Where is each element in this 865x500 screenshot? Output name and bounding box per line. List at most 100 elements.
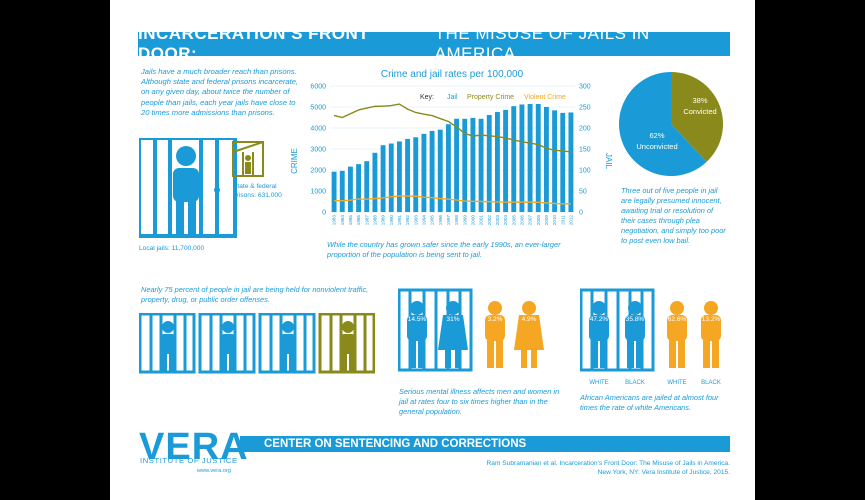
legend-violent-crime: Violent Crime: [524, 94, 566, 101]
citation: Ram Subramanian et al. Incarceration’s F…: [430, 459, 730, 477]
white-jail-icon: [592, 301, 606, 315]
pie-note: Three out of five people in jail are leg…: [621, 186, 726, 245]
legend-key-label: Key:: [420, 94, 434, 101]
x-tick-label: 1997: [446, 215, 451, 226]
x-tick-label: 2001: [479, 215, 484, 226]
nonviolent-note: Nearly 75 percent of people in jail are …: [141, 285, 369, 304]
white-jail-pct: 47.2%: [590, 316, 609, 323]
x-tick-label: 2002: [487, 215, 492, 226]
x-tick-label: 2000: [470, 215, 475, 226]
pie-slice-convicted: [671, 72, 723, 162]
jail-bars: [331, 103, 574, 212]
x-tick-label: 1996: [438, 215, 443, 226]
x-tick-label: 1992: [405, 215, 410, 226]
title-bold: INCARCERATION’S FRONT DOOR:: [138, 24, 370, 63]
jail-bar: [388, 143, 394, 212]
chart-caption: While the country has grown safer since …: [327, 240, 561, 259]
jail-bar: [356, 164, 362, 212]
jail-bar: [347, 166, 353, 212]
jail-bar: [478, 118, 484, 212]
jail-bar: [519, 104, 525, 212]
man-general-icon: [488, 301, 502, 315]
black-jail-pct: 35.8%: [626, 316, 645, 323]
x-tick-label: 1983: [332, 215, 337, 226]
women-general-pct: 4.9%: [522, 316, 537, 323]
jail-bar: [364, 161, 370, 212]
x-tick-label: 1991: [397, 215, 402, 226]
x-tick-label: 1995: [430, 215, 435, 226]
pie-label-unconvicted-pct: 62%: [649, 131, 664, 140]
prison-cell-graphic: [232, 141, 264, 177]
black-general-pct: 13.2%: [702, 316, 721, 323]
jail-bar: [429, 130, 435, 212]
x-tick-label: 1984: [340, 215, 345, 226]
y-tick-label: 3000: [310, 147, 326, 154]
x-tick-label: 1994: [421, 215, 426, 226]
jail-bar: [454, 118, 460, 212]
jail-bar: [405, 138, 411, 212]
pie-slice-unconvicted: [619, 72, 707, 176]
jail-bar: [494, 112, 500, 212]
women-jail-pct: 31%: [446, 316, 459, 323]
jail-bar: [372, 152, 378, 212]
jail-bar: [413, 137, 419, 212]
x-tick-label: 2011: [560, 215, 565, 225]
vera-url[interactable]: www.vera.org: [197, 468, 231, 474]
citation-line-1: Ram Subramanian et al. Incarceration’s F…: [486, 460, 730, 467]
pie-chart: 38% Convicted 62% Unconvicted: [619, 72, 723, 176]
jail-bar: [421, 133, 427, 212]
legend-jail: Jail: [447, 94, 458, 101]
x-tick-label: 2005: [511, 215, 516, 226]
local-jail-cell-graphic: [139, 138, 237, 238]
mental-illness-note: Serious mental illness affects men and w…: [399, 387, 560, 416]
y-tick-label: 4000: [310, 126, 326, 133]
crime-lines: [333, 103, 572, 205]
y2-tick-label: 200: [579, 126, 591, 133]
legend-property-crime: Property Crime: [467, 94, 514, 101]
property-crime-line: [333, 103, 572, 153]
title-rest: THE MISUSE OF JAILS IN AMERICA: [434, 24, 650, 63]
institute-label: INSTITUTE OF JUSTICE: [140, 456, 238, 465]
y2-tick-label: 250: [579, 105, 591, 112]
x-tick-label: 1988: [372, 215, 377, 226]
y2-tick-label: 300: [579, 84, 591, 91]
y-tick-label: 0: [322, 210, 326, 217]
intro-text: Jails have a much broader reach than pri…: [141, 67, 299, 117]
race-graphic: 47.2% 35.8% 62.6% 13.2% WHITE BLACK WHIT…: [580, 288, 721, 386]
black-jail-icon: [628, 301, 642, 315]
y2-tick-label: 0: [579, 210, 583, 217]
x-tick-label: 1998: [454, 215, 459, 226]
jail-bar: [396, 141, 402, 212]
jail-bar: [339, 170, 345, 212]
citation-line-2: New York, NY: Vera Institute of Justice,…: [597, 469, 730, 476]
chart-title: Crime and jail rates per 100,000: [381, 69, 524, 80]
woman-general-icon: [522, 301, 536, 315]
center-name: CENTER ON SENTENCING AND CORRECTIONS: [264, 438, 527, 450]
y-tick-label: 2000: [310, 168, 326, 175]
pie-label-convicted: Convicted: [683, 107, 716, 116]
chart-grid: [330, 85, 575, 213]
jail-cell-icon: [198, 313, 256, 374]
legend-box: [418, 88, 578, 104]
woman-in-jail-icon: [446, 301, 460, 315]
jail-bar: [511, 106, 517, 212]
pie-label-convicted-pct: 38%: [692, 96, 707, 105]
man-in-jail-icon: [410, 301, 424, 315]
white-general-pct: 62.6%: [668, 316, 687, 323]
y2-tick-label: 100: [579, 168, 591, 175]
nonviolent-cells-graphic: [139, 313, 375, 374]
x-tick-label: 1986: [356, 215, 361, 226]
center-banner: CENTER ON SENTENCING AND CORRECTIONS: [240, 436, 730, 452]
y-tick-label: 1000: [310, 189, 326, 196]
black-general-icon: [704, 301, 718, 315]
title-banner: INCARCERATION’S FRONT DOOR: THE MISUSE O…: [138, 24, 730, 63]
jail-bar: [568, 112, 574, 212]
jail-bar: [462, 118, 468, 212]
jail-cell-icon: [318, 313, 375, 374]
jail-bar: [331, 171, 337, 212]
jail-bar: [445, 124, 451, 212]
y-axis-label-jail: JAIL: [604, 153, 613, 170]
x-tick-label: 2008: [536, 215, 541, 226]
x-tick-label: 2009: [544, 215, 549, 226]
x-tick-label: 2007: [528, 215, 533, 226]
